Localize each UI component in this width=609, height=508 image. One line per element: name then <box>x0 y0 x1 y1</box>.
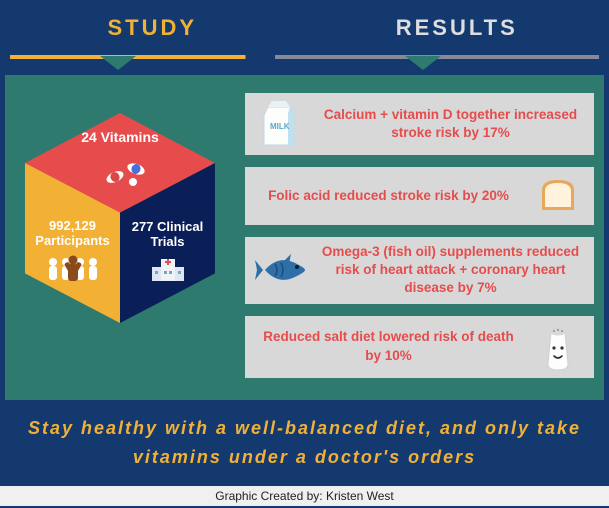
header-row: STUDY RESULTS <box>0 0 609 55</box>
cube-top-label: 24 Vitamins <box>25 129 215 145</box>
people-icon <box>43 254 103 287</box>
header-rule <box>10 55 599 59</box>
cube-right-line1: 277 Clinical <box>132 219 204 234</box>
tagline: Stay healthy with a well-balanced diet, … <box>12 414 597 472</box>
result-card: Folic acid reduced stroke risk by 20% <box>245 167 594 225</box>
header-study: STUDY <box>0 0 305 55</box>
cube-left-line1: 992,129 <box>49 218 96 233</box>
cube-right-line2: Trials <box>151 234 185 249</box>
result-text: Calcium + vitamin D together increased s… <box>317 106 584 142</box>
result-text: Reduced salt diet lowered risk of death … <box>255 328 522 364</box>
bread-icon <box>532 176 584 216</box>
main-panel: 24 Vitamins 992,129 Participants <box>5 75 604 400</box>
fish-icon <box>255 250 307 290</box>
result-text: Omega-3 (fish oil) supplements reduced r… <box>317 243 584 298</box>
pointer-results <box>405 56 441 70</box>
pointer-study <box>100 56 136 70</box>
result-text: Folic acid reduced stroke risk by 20% <box>255 187 522 205</box>
credit-line: Graphic Created by: Kristen West <box>0 486 609 506</box>
study-pane: 24 Vitamins 992,129 Participants <box>15 93 235 392</box>
infographic-root: STUDY RESULTS 24 Vitamins <box>0 0 609 508</box>
result-card: MILK Calcium + vitamin D together increa… <box>245 93 594 155</box>
header-results: RESULTS <box>305 0 609 55</box>
salt-icon <box>532 322 584 372</box>
milk-icon: MILK <box>255 99 307 149</box>
cube: 24 Vitamins 992,129 Participants <box>15 113 235 373</box>
result-card: Omega-3 (fish oil) supplements reduced r… <box>245 237 594 304</box>
results-pane: MILK Calcium + vitamin D together increa… <box>245 93 594 392</box>
hospital-icon <box>150 253 186 286</box>
cube-left-line2: Participants <box>35 233 109 248</box>
svg-text:MILK: MILK <box>270 122 290 131</box>
pills-icon <box>103 159 153 192</box>
result-card: Reduced salt diet lowered risk of death … <box>245 316 594 378</box>
